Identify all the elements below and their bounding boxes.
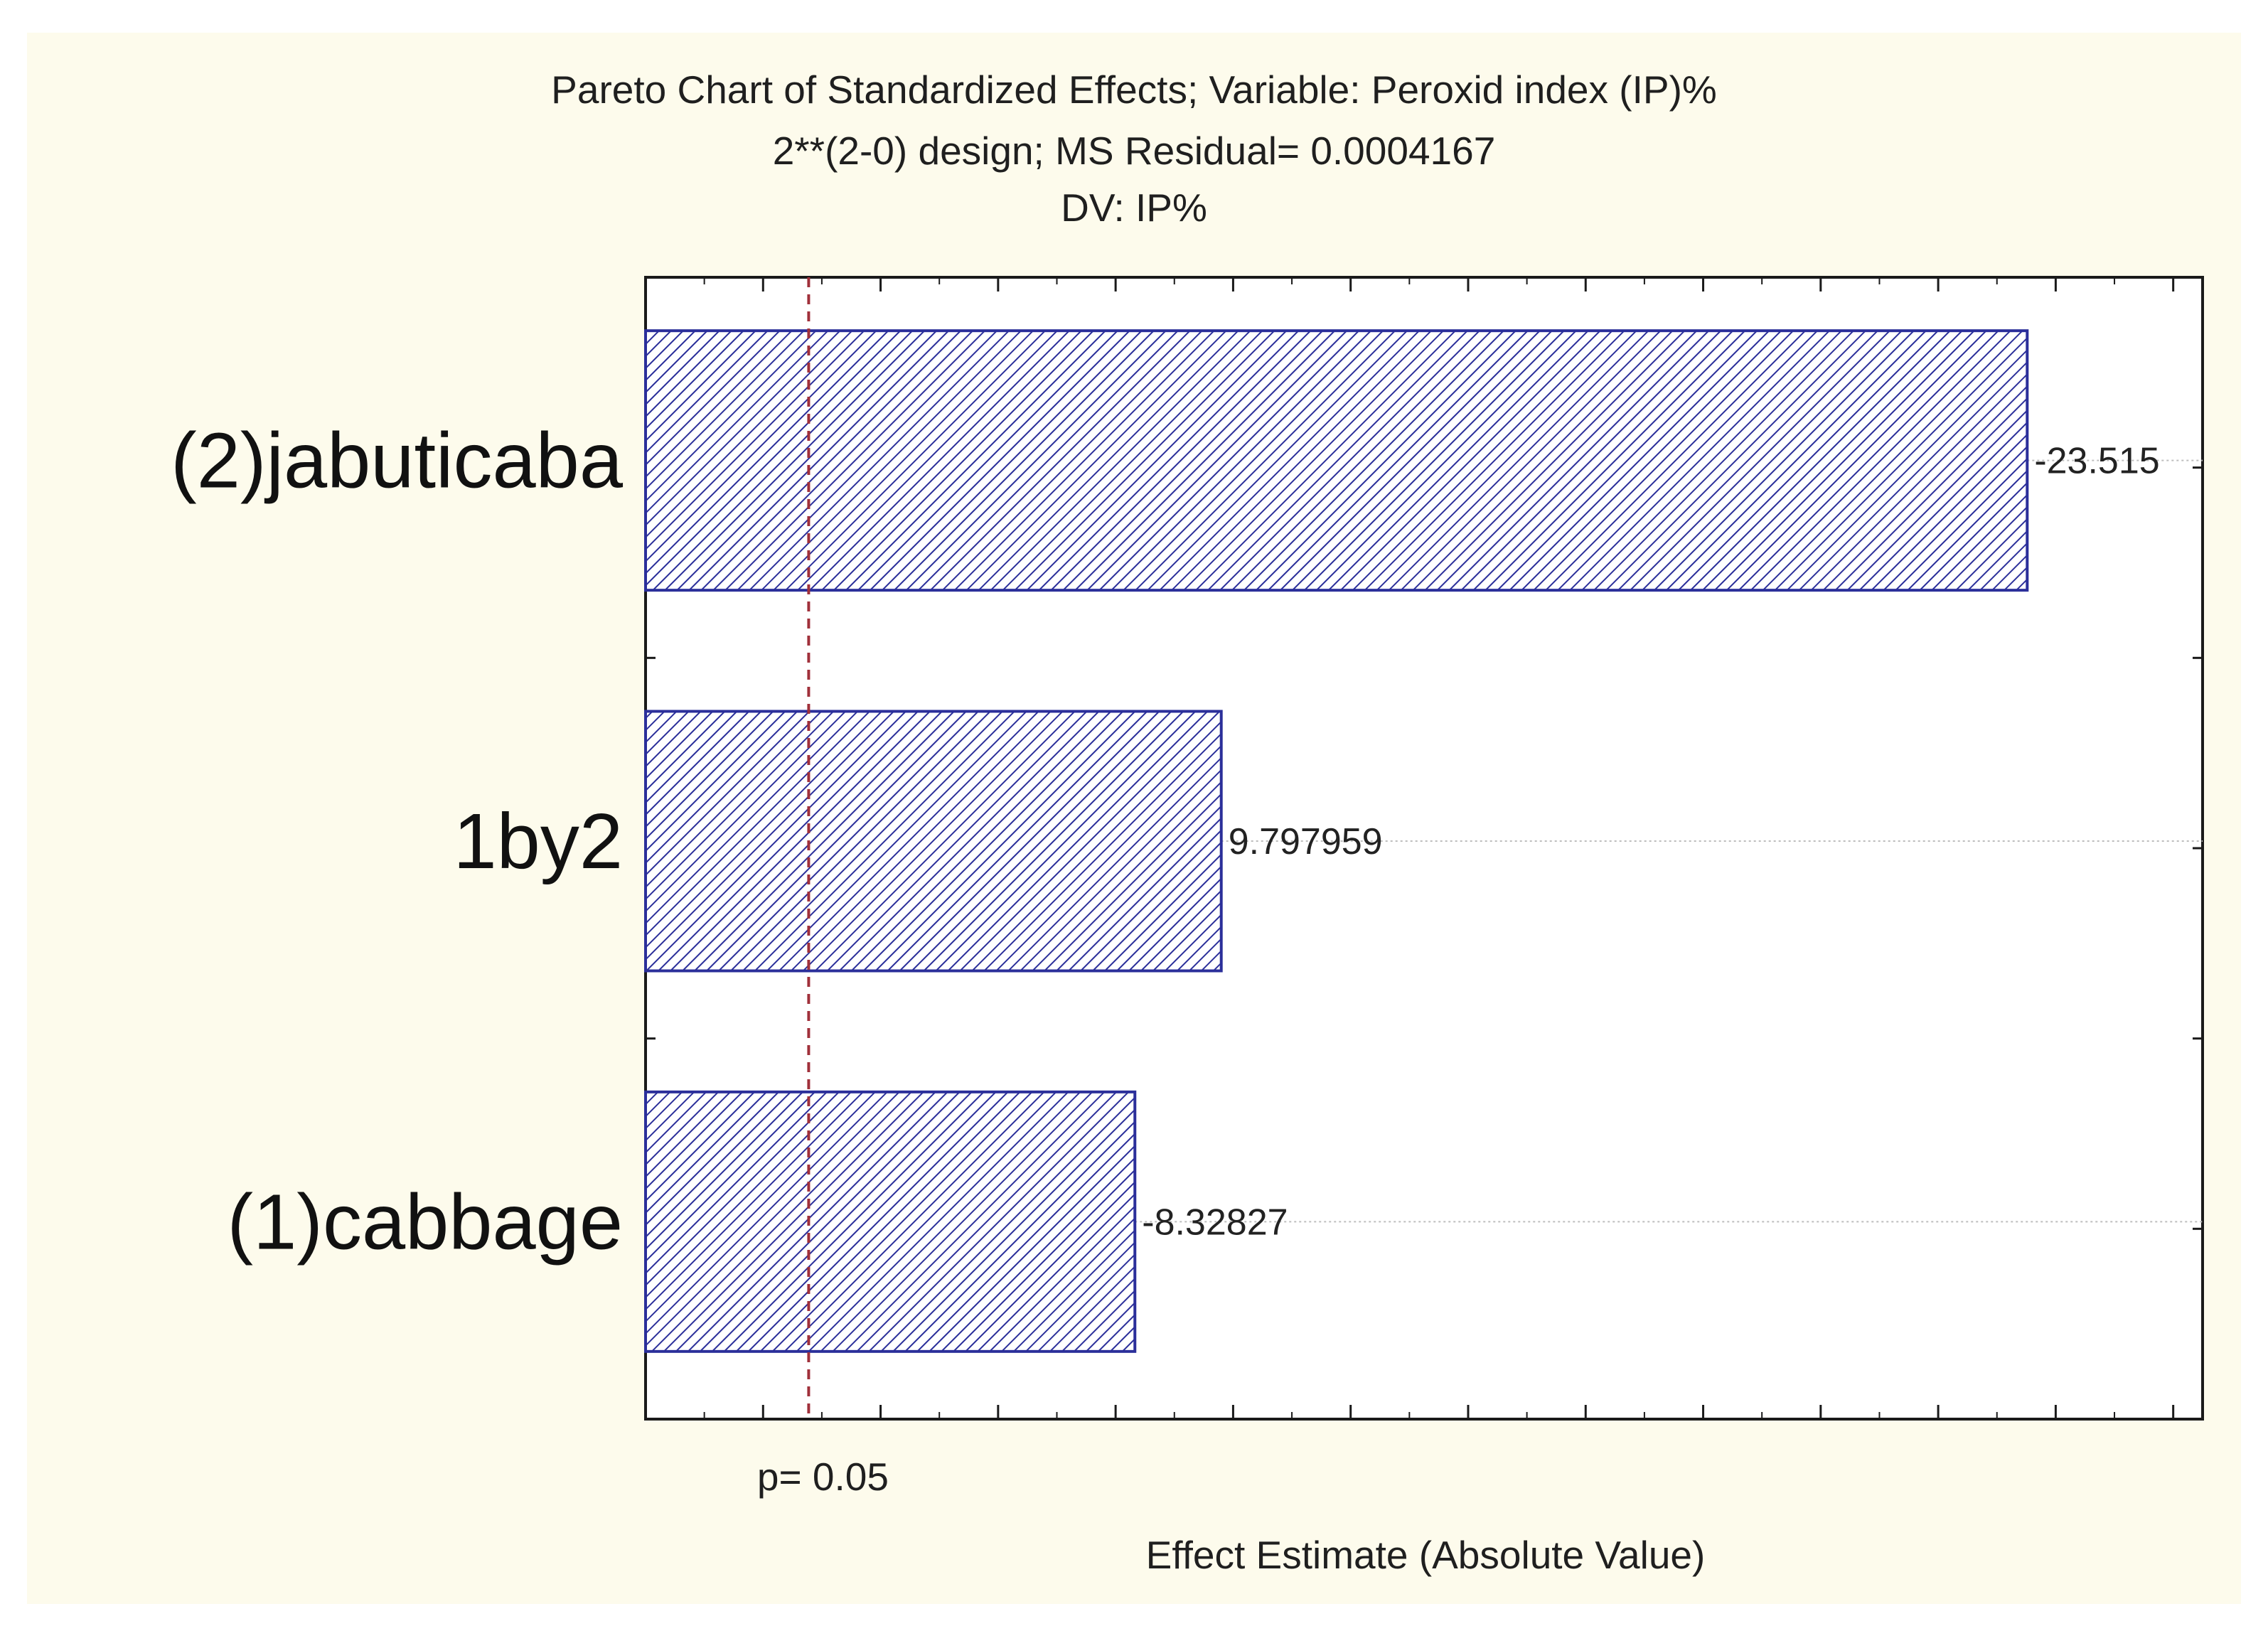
- chart-subtitle-dv: DV: IP%: [1061, 186, 1207, 230]
- chart-figure: Pareto Chart of Standardized Effects; Va…: [27, 33, 2241, 1604]
- bars: [644, 329, 2029, 1353]
- bar-value-label: -8.32827: [1142, 1202, 1288, 1243]
- category-label: (1)cabbage: [228, 1178, 624, 1266]
- gridlines: [1135, 459, 2203, 1223]
- chart-plot: -23.515 (2)jabuticaba 9.797959 1by2 -8.32827…: [171, 276, 2204, 1577]
- bar: [644, 1090, 1137, 1353]
- labels: -23.515 (2)jabuticaba 9.797959 1by2 -8.32827…: [171, 417, 2160, 1266]
- bar-value-label: -23.515: [2034, 441, 2159, 482]
- bar-value-label: 9.797959: [1229, 821, 1383, 862]
- chart-title: Pareto Chart of Standardized Effects; Va…: [551, 68, 1717, 112]
- category-label: 1by2: [453, 798, 623, 885]
- reference-line-label: p= 0.05: [757, 1455, 889, 1499]
- axis-ticks: [646, 277, 2203, 1419]
- bar: [644, 710, 1223, 973]
- bar: [644, 329, 2029, 592]
- chart-subtitle-design: 2**(2-0) design; MS Residual= 0.0004167: [772, 129, 1496, 173]
- category-label: (2)jabuticaba: [171, 417, 624, 505]
- x-axis-label: Effect Estimate (Absolute Value): [1146, 1533, 1706, 1577]
